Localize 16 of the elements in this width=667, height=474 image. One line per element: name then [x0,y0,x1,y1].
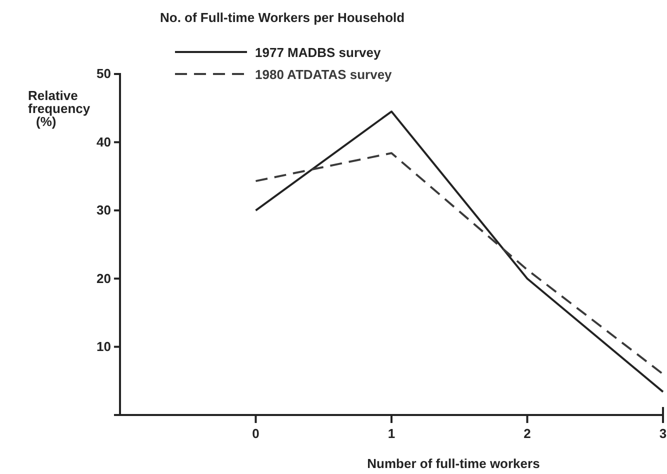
y-tick-label: 20 [96,270,111,286]
y-tick-label: 10 [96,338,111,354]
x-tick-label: 1 [388,426,396,442]
chart-title: No. of Full-time Workers per Household [160,10,405,25]
y-axis-title: Relative frequency (%) [28,88,91,129]
line-series [254,152,664,376]
y-tick-label: 40 [96,134,111,150]
y-tick-label: 50 [96,66,111,82]
x-axis-title: Number of full-time workers [367,456,540,471]
text: 1980 ATDATAS survey [255,67,393,82]
line-series [254,110,664,393]
text: 1977 MADBS survey [255,45,382,60]
y-tick-label: 30 [96,202,111,218]
x-tick-label: 2 [524,426,531,442]
x-tick-label: 3 [659,426,667,442]
x-tick-label: 0 [252,426,260,442]
